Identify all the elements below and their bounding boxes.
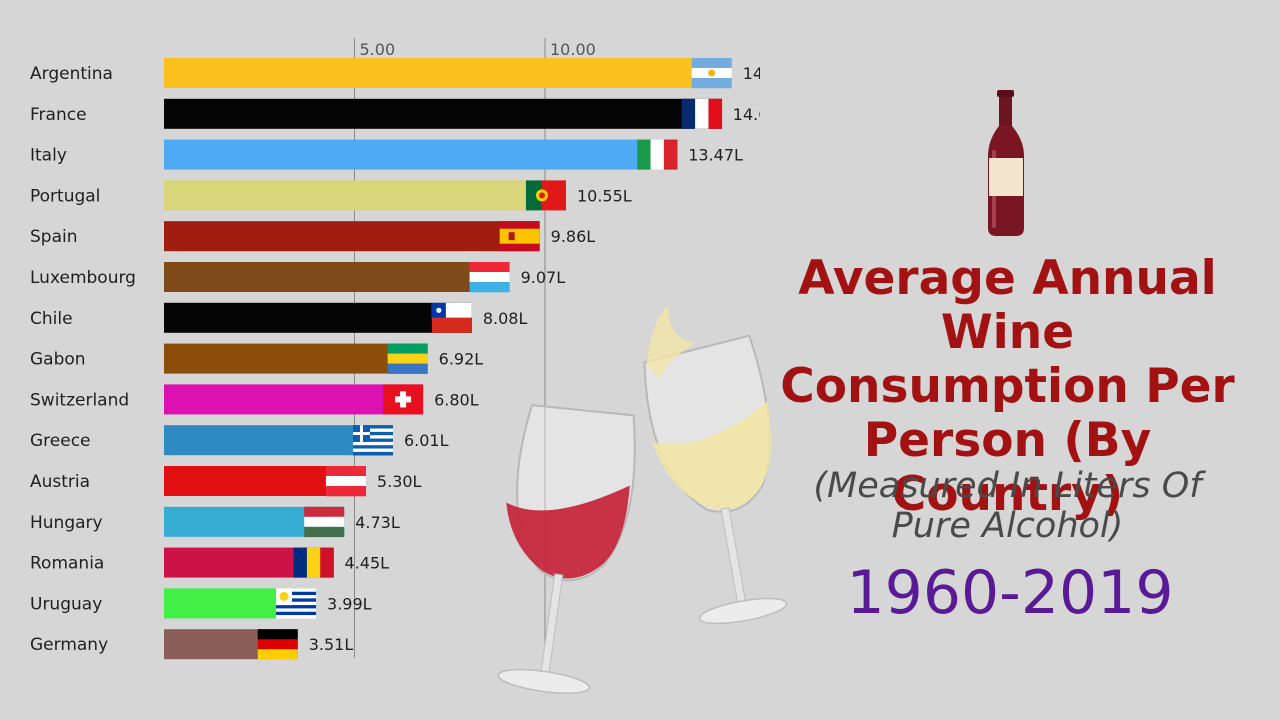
value-label: 6.92L [439, 350, 484, 369]
category-label: Uruguay [30, 594, 102, 614]
value-label: 4.45L [345, 554, 390, 573]
year-range: 1960-2019 [846, 558, 1174, 628]
value-label: 8.08L [483, 309, 528, 328]
value-label: 5.30L [377, 472, 422, 491]
bar [164, 302, 472, 333]
value-label: 3.99L [327, 594, 372, 613]
category-label: Romania [30, 554, 104, 574]
value-label: 14.90L [743, 64, 760, 83]
value-label: 6.01L [404, 431, 449, 450]
chart-title: Average Annual Wine Consumption Per Pers… [780, 251, 1235, 522]
value-label: 3.51L [309, 635, 354, 654]
x-tick-label: 5.00 [360, 40, 396, 59]
category-label: France [30, 105, 87, 125]
bar-chart: 5.00 10.00 Argentina 14.90L France 14.64L Ita… [30, 38, 760, 660]
bar [164, 98, 722, 129]
value-label: 6.80L [434, 390, 479, 409]
argentina-flag-icon [691, 58, 732, 89]
austria-flag-icon [325, 466, 366, 497]
value-label: 4.73L [355, 513, 400, 532]
chart-subtitle: (Measured In Liters Of Pure Alcohol) [813, 466, 1202, 546]
value-label: 10.55L [577, 186, 632, 205]
greece-flag-icon [352, 425, 393, 456]
category-label: Portugal [30, 186, 100, 206]
france-flag-icon [681, 98, 723, 129]
bar [164, 262, 510, 292]
x-tick-label: 10.00 [550, 40, 596, 59]
wine-bottle-icon [988, 90, 1024, 236]
uruguay-flag-icon [276, 588, 317, 619]
category-label: Switzerland [30, 390, 129, 410]
category-label: Argentina [30, 64, 113, 84]
category-label: Austria [30, 472, 90, 492]
bar [164, 58, 732, 88]
romania-flag-icon [293, 547, 334, 578]
portugal-flag-icon [525, 180, 566, 211]
bar [164, 221, 540, 252]
spain-flag-icon [499, 221, 540, 252]
bars: Argentina 14.90L France 14.64L Italy 13.47L Po… [30, 58, 760, 660]
italy-flag-icon [637, 139, 678, 170]
value-label: 9.86L [551, 227, 596, 246]
luxembourg-flag-icon [469, 262, 510, 293]
category-label: Gabon [30, 350, 86, 370]
category-label: Hungary [30, 513, 103, 533]
germany-flag-icon [257, 629, 298, 660]
value-label: 14.64L [733, 105, 760, 124]
category-label: Chile [30, 309, 73, 329]
wine-glasses-icon [497, 305, 788, 695]
bar [164, 180, 566, 211]
bar [164, 343, 428, 374]
bar [164, 384, 424, 415]
gabon-flag-icon [387, 343, 428, 374]
switzerland-flag-icon [383, 384, 424, 415]
category-label: Spain [30, 227, 78, 247]
category-label: Italy [30, 146, 67, 166]
category-label: Germany [30, 635, 108, 655]
category-label: Greece [30, 431, 91, 451]
category-label: Luxembourg [30, 268, 136, 288]
chile-flag-icon [431, 302, 472, 333]
hungary-flag-icon [304, 506, 345, 538]
bar [164, 139, 678, 170]
value-label: 13.47L [688, 146, 743, 165]
value-label: 9.07L [521, 268, 566, 287]
